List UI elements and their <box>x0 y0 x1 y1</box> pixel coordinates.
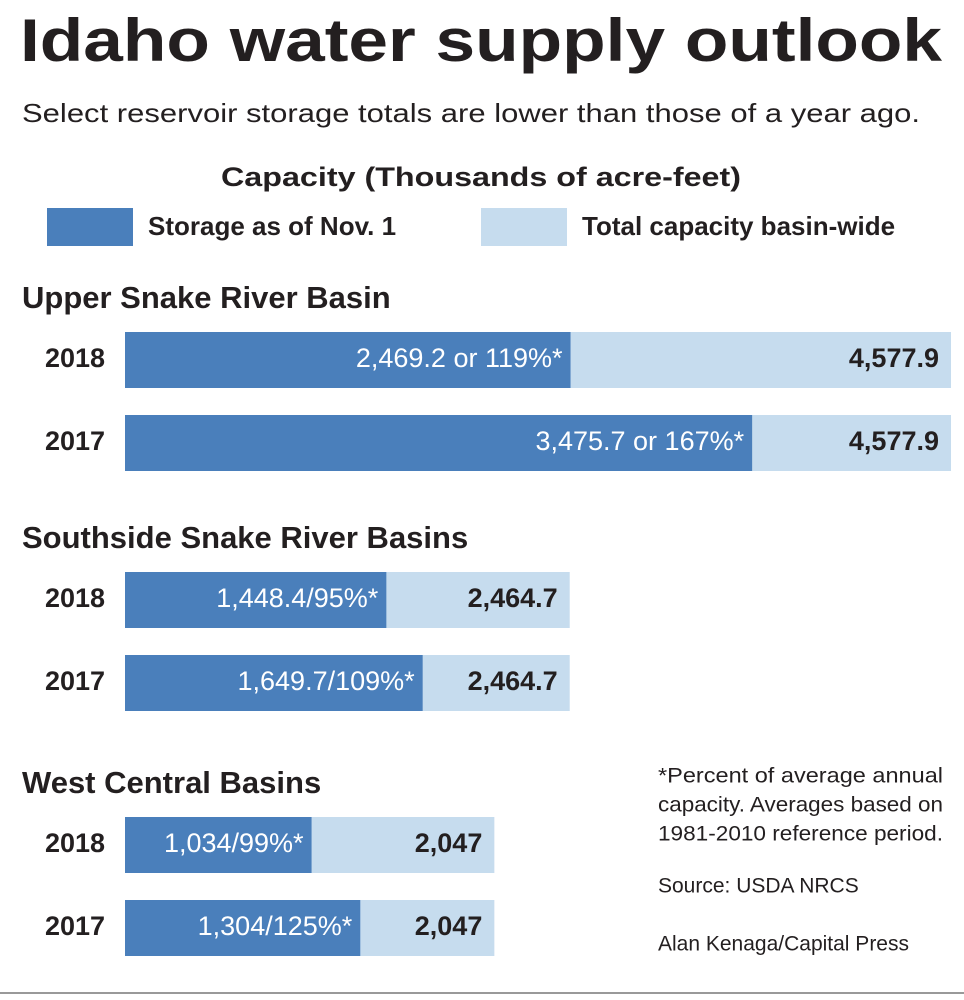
storage-label: 2,469.2 or 119%* <box>356 343 563 373</box>
legend-label: Total capacity basin-wide <box>582 211 895 241</box>
capacity-label: 2,047 <box>415 911 483 941</box>
storage-bar <box>125 332 571 388</box>
capacity-label: 4,577.9 <box>849 426 939 456</box>
category-label: 2018 <box>45 828 105 858</box>
capacity-label: 2,464.7 <box>468 583 558 613</box>
footnote: *Percent of average annual <box>658 765 943 788</box>
credit: Alan Kenaga/Capital Press <box>658 933 909 956</box>
title: Idaho water supply outlook <box>20 7 943 74</box>
capacity-label: 4,577.9 <box>849 343 939 373</box>
storage-label: 3,475.7 or 167%* <box>535 426 744 456</box>
panel-title: Southside Snake River Basins <box>22 520 468 555</box>
category-label: 2017 <box>45 666 105 696</box>
storage-bar <box>125 655 423 711</box>
category-label: 2017 <box>45 911 105 941</box>
panel-title: West Central Basins <box>22 765 321 800</box>
storage-bar <box>125 572 387 628</box>
capacity-label: 2,047 <box>415 828 483 858</box>
capacity-label: 2,464.7 <box>468 666 558 696</box>
axis-title: Capacity (Thousands of acre-feet) <box>221 162 741 192</box>
subtitle: Select reservoir storage totals are lowe… <box>22 98 920 128</box>
category-label: 2018 <box>45 583 105 613</box>
panel-title: Upper Snake River Basin <box>22 280 391 315</box>
storage-bar <box>125 817 312 873</box>
storage-label: 1,304/125%* <box>198 911 353 941</box>
storage-label: 1,034/99%* <box>164 828 304 858</box>
storage-label: 1,448.4/95%* <box>216 583 379 613</box>
legend-label: Storage as of Nov. 1 <box>148 211 396 241</box>
footnote: 1981-2010 reference period. <box>658 823 943 846</box>
storage-label: 1,649.7/109%* <box>238 666 416 696</box>
legend-swatch <box>47 208 133 246</box>
footnote: capacity. Averages based on <box>658 794 943 817</box>
storage-bar <box>125 900 361 956</box>
legend-swatch <box>481 208 567 246</box>
source: Source: USDA NRCS <box>658 875 859 898</box>
category-label: 2018 <box>45 343 105 373</box>
storage-bar <box>125 415 753 471</box>
category-label: 2017 <box>45 426 105 456</box>
